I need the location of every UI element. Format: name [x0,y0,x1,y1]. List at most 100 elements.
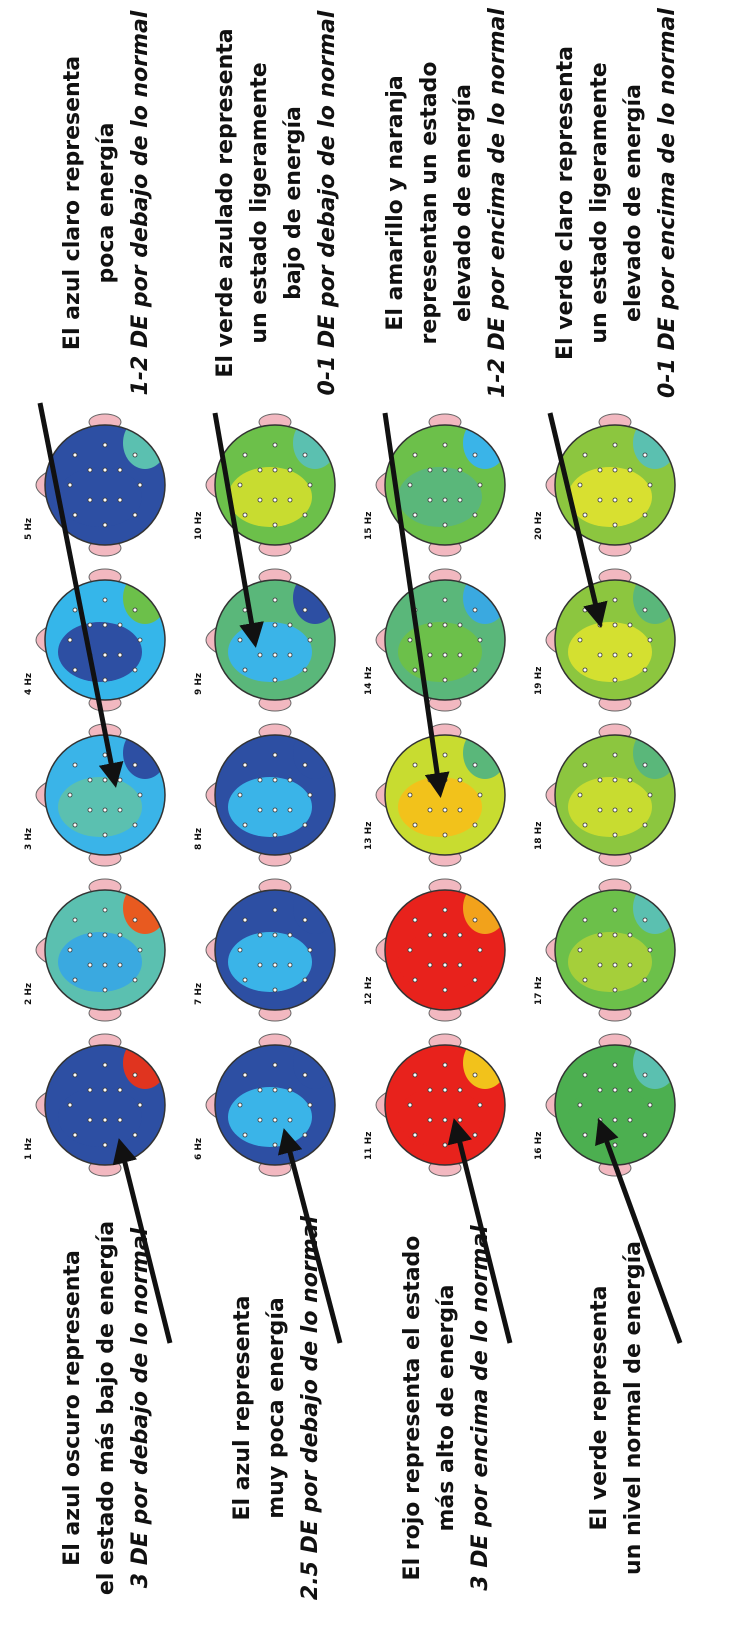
electrode [612,962,618,968]
electrode [612,932,618,938]
head-outline [384,1044,506,1166]
electrode [237,1102,243,1108]
head-label: 3 Hz [24,828,34,850]
electrode [442,907,448,913]
head-region [228,622,312,682]
right-label: un estado ligeramente [587,62,612,343]
electrode [612,752,618,758]
head-region [228,467,312,527]
electrode [642,667,648,673]
electrode [307,792,313,798]
electrode [287,622,293,628]
electrode [67,482,73,488]
electrode [612,467,618,473]
head-outline [554,889,676,1011]
electrode [102,907,108,913]
head-label: 13 Hz [364,822,374,850]
electrode [117,497,123,503]
electrode [272,1142,278,1148]
electrode [412,512,418,518]
electrode [612,677,618,683]
electrode [257,807,263,813]
electrode [427,1087,433,1093]
left-label: 3 DE por encima de lo normal [468,1225,493,1591]
electrode [87,622,93,628]
head-map: 2 Hz [24,878,166,1022]
electrode [242,977,248,983]
electrode [242,1072,248,1078]
electrode [132,977,138,983]
electrode [72,1132,78,1138]
electrode [72,1072,78,1078]
electrode [412,977,418,983]
electrode [412,452,418,458]
left-label: El azul representa [230,1295,255,1520]
head-map: 12 Hz [364,878,506,1022]
head-label: 15 Hz [364,512,374,540]
electrode [102,622,108,628]
electrode [137,637,143,643]
electrode [442,1117,448,1123]
electrode [612,522,618,528]
head-map: 9 Hz [194,568,336,712]
electrode [442,962,448,968]
electrode [87,962,93,968]
electrode [272,832,278,838]
electrode [272,932,278,938]
electrode [612,832,618,838]
electrode [642,822,648,828]
right-label: 1-2 DE por debajo de lo normal [128,10,153,395]
electrode [302,822,308,828]
electrode [287,807,293,813]
electrode [627,1087,633,1093]
head-label: 11 Hz [364,1132,374,1160]
head-outline [44,1044,166,1166]
electrode [117,652,123,658]
electrode [87,807,93,813]
head-region [58,467,142,527]
electrode [242,762,248,768]
electrode [457,1087,463,1093]
electrode [257,1087,263,1093]
electrode [117,1087,123,1093]
electrode [87,777,93,783]
electrode [582,667,588,673]
electrode [257,777,263,783]
electrode [272,962,278,968]
electrode [427,467,433,473]
head-region [568,622,652,682]
electrode [612,597,618,603]
electrode [242,1132,248,1138]
electrode [117,622,123,628]
electrode [457,467,463,473]
electrode [442,522,448,528]
electrode [442,987,448,993]
arrow [212,412,264,648]
head-map: 20 Hz [534,413,676,557]
electrode [302,762,308,768]
electrode [582,762,588,768]
electrode [272,442,278,448]
electrode [642,1132,648,1138]
electrode [287,962,293,968]
right-label: El azul claro representa [60,56,85,350]
arrow [382,412,450,798]
electrode [87,497,93,503]
left-label: El verde representa [587,1286,612,1531]
electrode [627,962,633,968]
electrode [627,932,633,938]
electrode [612,622,618,628]
electrode [427,962,433,968]
head-label: 19 Hz [534,667,544,695]
electrode [257,497,263,503]
electrode [412,667,418,673]
left-label: El rojo representa el estado [400,1236,425,1581]
electrode [272,622,278,628]
electrode [582,452,588,458]
head-map: 7 Hz [194,878,336,1022]
head-map: 15 Hz [364,413,506,557]
electrode [627,497,633,503]
electrode [472,607,478,613]
